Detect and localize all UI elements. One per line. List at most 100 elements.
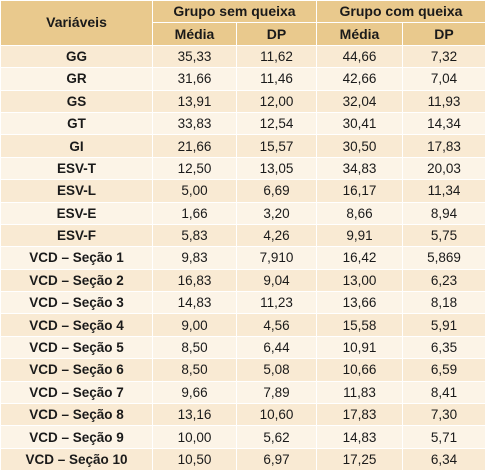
variable-cell: VCD – Seção 1 [0, 246, 153, 270]
mean-header-complaint: Média [316, 22, 403, 46]
table-row: VCD – Seção 1 9,83 7,910 16,42 5,869 [0, 246, 485, 270]
mean-complaint-cell: 17,83 [316, 403, 403, 427]
mean-complaint-cell: 32,04 [316, 89, 403, 113]
mean-header-no-complaint: Média [152, 22, 237, 46]
mean-complaint-cell: 34,83 [316, 156, 403, 181]
table-row: ESV-L 5,00 6,69 16,17 11,34 [0, 179, 485, 203]
variable-cell: GI [0, 134, 153, 158]
sd-complaint-cell: 8,18 [401, 291, 485, 315]
sd-header-complaint: DP [401, 22, 485, 46]
table-body: GG 35,33 11,62 44,66 7,32 GR 31,66 11,46 42,66 7,… [0, 44, 485, 472]
sd-complaint-cell: 8,41 [401, 380, 485, 405]
sd-no-complaint-cell: 11,23 [236, 291, 317, 315]
table-row: GR 31,66 11,46 42,66 7,04 [0, 67, 485, 91]
table-row: GT 33,83 12,54 30,41 14,34 [0, 111, 485, 136]
mean-complaint-cell: 17,25 [316, 447, 403, 472]
mean-no-complaint-cell: 9,00 [152, 313, 237, 337]
mean-no-complaint-cell: 33,83 [152, 111, 237, 136]
sd-complaint-cell: 6,59 [401, 358, 485, 382]
mean-complaint-cell: 9,91 [316, 223, 403, 248]
variable-cell: VCD – Seção 7 [0, 380, 153, 405]
variable-cell: VCD – Seção 10 [0, 447, 153, 472]
table-row: GS 13,91 12,00 32,04 11,93 [0, 89, 485, 113]
sd-complaint-cell: 6,34 [401, 447, 485, 472]
mean-no-complaint-cell: 13,16 [152, 403, 237, 427]
variable-cell: VCD – Seção 6 [0, 358, 153, 382]
sd-no-complaint-cell: 4,56 [236, 313, 317, 337]
mean-complaint-cell: 16,17 [316, 179, 403, 203]
header-row-groups: Variáveis Grupo sem queixa Grupo com que… [0, 0, 485, 46]
mean-complaint-cell: 10,66 [316, 358, 403, 382]
variable-cell: VCD – Seção 5 [0, 335, 153, 360]
mean-no-complaint-cell: 10,00 [152, 425, 237, 449]
variables-header: Variáveis [0, 0, 153, 46]
variable-cell: VCD – Seção 3 [0, 291, 153, 315]
sd-no-complaint-cell: 3,20 [236, 201, 317, 225]
mean-complaint-cell: 13,00 [316, 268, 403, 293]
variable-cell: GR [0, 67, 153, 91]
mean-no-complaint-cell: 1,66 [152, 201, 237, 225]
mean-no-complaint-cell: 5,83 [152, 223, 237, 248]
mean-complaint-cell: 44,66 [316, 44, 403, 69]
sd-complaint-cell: 7,04 [401, 67, 485, 91]
table-row: VCD – Seção 7 9,66 7,89 11,83 8,41 [0, 380, 485, 405]
variable-cell: VCD – Seção 9 [0, 425, 153, 449]
sd-complaint-cell: 14,34 [401, 111, 485, 136]
mean-no-complaint-cell: 14,83 [152, 291, 237, 315]
variable-cell: ESV-L [0, 179, 153, 203]
sd-no-complaint-cell: 5,08 [236, 358, 317, 382]
sd-no-complaint-cell: 6,69 [236, 179, 317, 203]
sd-no-complaint-cell: 6,97 [236, 447, 317, 472]
sd-complaint-cell: 5,71 [401, 425, 485, 449]
variable-cell: ESV-F [0, 223, 153, 248]
sd-no-complaint-cell: 15,57 [236, 134, 317, 158]
group-complaint-header: Grupo com queixa [315, 0, 485, 24]
table-row: GG 35,33 11,62 44,66 7,32 [0, 44, 485, 69]
mean-complaint-cell: 42,66 [316, 67, 403, 91]
mean-no-complaint-cell: 5,00 [152, 179, 237, 203]
sd-no-complaint-cell: 12,54 [236, 111, 317, 136]
sd-no-complaint-cell: 11,46 [236, 67, 317, 91]
variable-cell: VCD – Seção 2 [0, 268, 153, 293]
mean-no-complaint-cell: 10,50 [152, 447, 237, 472]
sd-complaint-cell: 11,34 [401, 179, 485, 203]
mean-no-complaint-cell: 12,50 [152, 156, 237, 181]
mean-complaint-cell: 8,66 [316, 201, 403, 225]
sd-complaint-cell: 6,23 [401, 268, 485, 293]
mean-complaint-cell: 30,50 [316, 134, 403, 158]
sd-complaint-cell: 8,94 [401, 201, 485, 225]
mean-no-complaint-cell: 31,66 [152, 67, 237, 91]
sd-no-complaint-cell: 12,00 [236, 89, 317, 113]
table-row: VCD – Seção 9 10,00 5,62 14,83 5,71 [0, 425, 485, 449]
mean-complaint-cell: 15,58 [316, 313, 403, 337]
sd-no-complaint-cell: 4,26 [236, 223, 317, 248]
sd-complaint-cell: 6,35 [401, 335, 485, 360]
variable-cell: ESV-T [0, 156, 153, 181]
sd-complaint-cell: 20,03 [401, 156, 485, 181]
mean-no-complaint-cell: 21,66 [152, 134, 237, 158]
sd-complaint-cell: 17,83 [401, 134, 485, 158]
table-row: VCD – Seção 6 8,50 5,08 10,66 6,59 [0, 358, 485, 382]
table-row: ESV-T 12,50 13,05 34,83 20,03 [0, 156, 485, 181]
variable-cell: GT [0, 111, 153, 136]
group-no-complaint-header: Grupo sem queixa [152, 0, 317, 24]
sd-no-complaint-cell: 11,62 [236, 44, 317, 69]
table-row: ESV-F 5,83 4,26 9,91 5,75 [0, 223, 485, 248]
table-row: VCD – Seção 5 8,50 6,44 10,91 6,35 [0, 335, 485, 360]
mean-no-complaint-cell: 8,50 [152, 358, 237, 382]
table-row: VCD – Seção 10 10,50 6,97 17,25 6,34 [0, 447, 485, 472]
table-header: Variáveis Grupo sem queixa Grupo com que… [0, 0, 485, 46]
sd-complaint-cell: 7,32 [401, 44, 485, 69]
mean-no-complaint-cell: 9,66 [152, 380, 237, 405]
table-row: VCD – Seção 4 9,00 4,56 15,58 5,91 [0, 313, 485, 337]
variable-cell: ESV-E [0, 201, 153, 225]
sd-no-complaint-cell: 10,60 [236, 403, 317, 427]
table-row: VCD – Seção 2 16,83 9,04 13,00 6,23 [0, 268, 485, 293]
sd-complaint-cell: 5,91 [401, 313, 485, 337]
table-row: VCD – Seção 8 13,16 10,60 17,83 7,30 [0, 403, 485, 427]
mean-complaint-cell: 30,41 [316, 111, 403, 136]
mean-complaint-cell: 10,91 [316, 335, 403, 360]
mean-no-complaint-cell: 8,50 [152, 335, 237, 360]
table-row: VCD – Seção 3 14,83 11,23 13,66 8,18 [0, 291, 485, 315]
